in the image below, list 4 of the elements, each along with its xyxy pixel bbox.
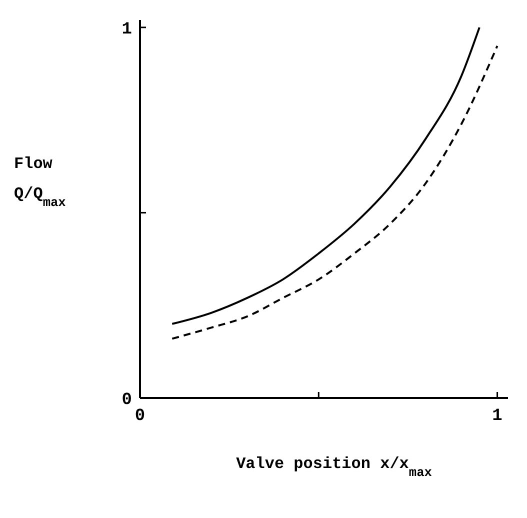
y-axis-title: Flow Q/Q$_{max}$ xyxy=(14,155,66,210)
line-series xyxy=(171,26,480,325)
line-series xyxy=(171,44,498,340)
x-axis-title: Valve position x/x$_{max}$ xyxy=(236,455,432,480)
